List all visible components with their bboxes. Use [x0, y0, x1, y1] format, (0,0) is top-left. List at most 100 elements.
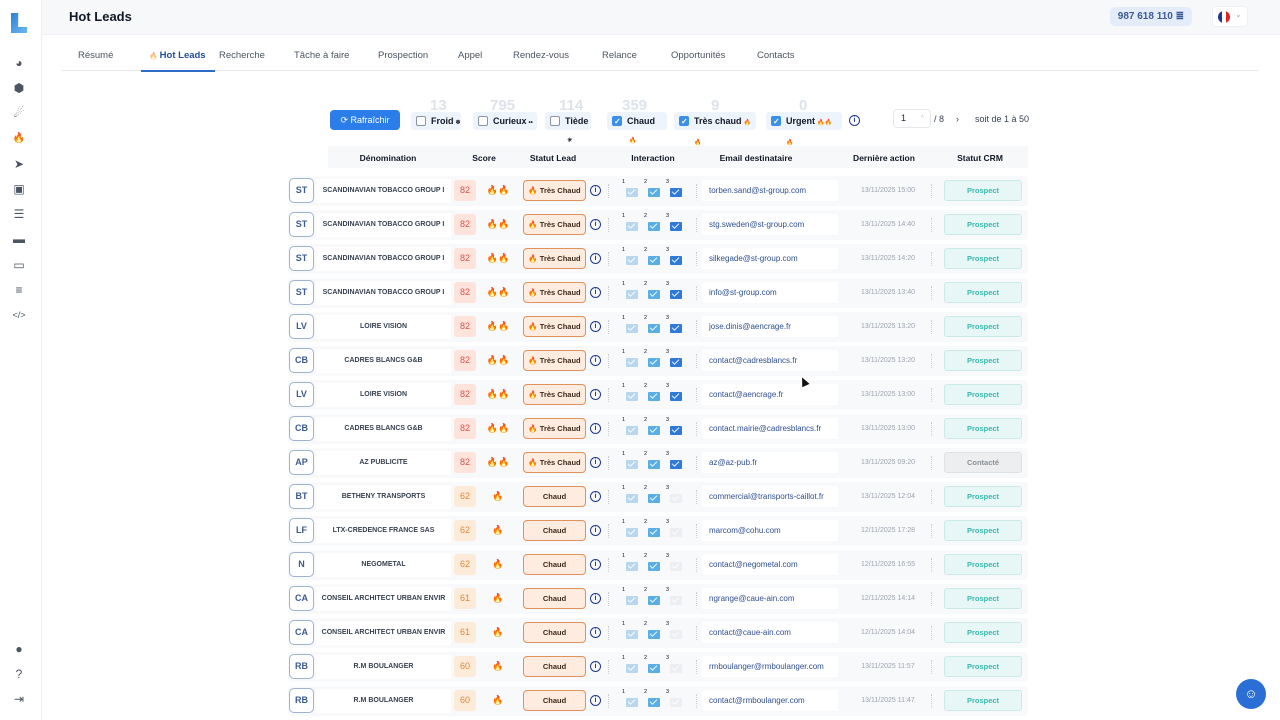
table-row[interactable]: CB CADRES BLANCS G&B 82 🔥🔥 🔥 Très Chaud i 1 2 3 c…: [288, 346, 1028, 376]
mail-1-icon[interactable]: [626, 188, 638, 197]
company-name[interactable]: NEGOMETAL: [316, 553, 451, 577]
mail-1-icon[interactable]: [626, 528, 638, 537]
mail-3-icon[interactable]: [670, 630, 682, 639]
info-icon[interactable]: i: [590, 457, 601, 468]
mail-2-icon[interactable]: [648, 358, 660, 367]
mail-2-icon[interactable]: [648, 256, 660, 265]
company-name[interactable]: R.M BOULANGER: [316, 689, 451, 713]
info-icon[interactable]: i: [590, 355, 601, 366]
mail-1-icon[interactable]: [626, 664, 638, 673]
crm-status-badge[interactable]: Contacté: [944, 452, 1022, 473]
filter-froid[interactable]: Froid ❄: [411, 112, 461, 130]
column-header[interactable]: Dénomination: [359, 153, 417, 163]
info-icon[interactable]: i: [590, 491, 601, 502]
crm-status-badge[interactable]: Prospect: [944, 180, 1022, 201]
mail-1-icon[interactable]: [626, 426, 638, 435]
email-link[interactable]: contact.mairie@cadresblancs.fr: [702, 418, 838, 439]
mail-3-icon[interactable]: [670, 426, 682, 435]
crm-status-badge[interactable]: Prospect: [944, 622, 1022, 643]
mail-2-icon[interactable]: [648, 562, 660, 571]
table-row[interactable]: CB CADRES BLANCS G&B 82 🔥🔥 🔥 Très Chaud i 1 2 3 c…: [288, 414, 1028, 444]
company-name[interactable]: AZ PUBLICITE: [316, 451, 451, 475]
column-header[interactable]: Statut CRM: [957, 153, 1003, 163]
mail-2-icon[interactable]: [648, 698, 660, 707]
email-link[interactable]: marcom@cohu.com: [702, 520, 838, 541]
checkbox[interactable]: [771, 113, 781, 131]
table-row[interactable]: N NEGOMETAL 62 🔥 Chaud i 1 2 3 contact@negometal.…: [288, 550, 1028, 580]
email-link[interactable]: ngrange@caue-ain.com: [702, 588, 838, 609]
email-link[interactable]: info@st-group.com: [702, 282, 838, 303]
mail-1-icon[interactable]: [626, 324, 638, 333]
email-link[interactable]: silkegade@st-group.com: [702, 248, 838, 269]
email-link[interactable]: az@az-pub.fr: [702, 452, 838, 473]
mail-3-icon[interactable]: [670, 358, 682, 367]
app-logo[interactable]: [11, 13, 27, 33]
filter-ti-de[interactable]: Tiède ☀: [545, 112, 591, 144]
tab-rendez-vous[interactable]: Rendez-vous: [513, 50, 569, 61]
tab-prospection[interactable]: Prospection: [378, 50, 428, 61]
mail-1-icon[interactable]: [626, 222, 638, 231]
mail-2-icon[interactable]: [648, 528, 660, 537]
filter-tr-s-chaud[interactable]: Très chaud🔥🔥: [674, 112, 756, 146]
table-row[interactable]: ST SCANDINAVIAN TOBACCO GROUP I 82 🔥🔥 🔥 Très…: [288, 278, 1028, 308]
company-name[interactable]: CADRES BLANCS G&B: [316, 417, 451, 441]
mail-2-icon[interactable]: [648, 222, 660, 231]
table-row[interactable]: ST SCANDINAVIAN TOBACCO GROUP I 82 🔥🔥 🔥 Très…: [288, 210, 1028, 240]
folder-icon[interactable]: ▬: [13, 232, 25, 247]
table-row[interactable]: LF LTX-CREDENCE FRANCE SAS 62 🔥 Chaud i 1 2 3 mar…: [288, 516, 1028, 546]
mail-3-icon[interactable]: [670, 222, 682, 231]
comet-icon[interactable]: ☄: [13, 106, 25, 121]
database-icon[interactable]: ☰: [13, 207, 25, 222]
crm-status-badge[interactable]: Prospect: [944, 350, 1022, 371]
table-row[interactable]: RB R.M BOULANGER 60 🔥 Chaud i 1 2 3 contact@rmbou…: [288, 686, 1028, 716]
linkedin-icon[interactable]: ▣: [13, 182, 25, 196]
table-row[interactable]: CA CONSEIL ARCHITECT URBAN ENVIR 61 🔥 Chaud i…: [288, 618, 1028, 648]
email-link[interactable]: jose.dinis@aencrage.fr: [702, 316, 838, 337]
mail-1-icon[interactable]: [626, 494, 638, 503]
column-header[interactable]: Statut Lead: [529, 153, 577, 163]
table-row[interactable]: RB R.M BOULANGER 60 🔥 Chaud i 1 2 3 rmboulanger@r…: [288, 652, 1028, 682]
company-name[interactable]: LOIRE VISION: [316, 315, 451, 339]
crm-status-badge[interactable]: Prospect: [944, 384, 1022, 405]
checkbox[interactable]: [550, 116, 560, 126]
info-icon[interactable]: i: [590, 661, 601, 672]
column-header[interactable]: Interaction: [631, 153, 675, 163]
send-icon[interactable]: ➤: [13, 156, 25, 171]
info-icon[interactable]: i: [590, 287, 601, 298]
crm-status-badge[interactable]: Prospect: [944, 282, 1022, 303]
mail-2-icon[interactable]: [648, 290, 660, 299]
crm-status-badge[interactable]: Prospect: [944, 690, 1022, 711]
email-link[interactable]: stg.sweden@st-group.com: [702, 214, 838, 235]
info-icon[interactable]: i: [590, 423, 601, 434]
mail-3-icon[interactable]: [670, 698, 682, 707]
company-name[interactable]: R.M BOULANGER: [316, 655, 451, 679]
table-row[interactable]: CA CONSEIL ARCHITECT URBAN ENVIR 61 🔥 Chaud i…: [288, 584, 1028, 614]
mail-2-icon[interactable]: [648, 426, 660, 435]
tab-relance[interactable]: Relance: [602, 50, 637, 61]
mail-1-icon[interactable]: [626, 562, 638, 571]
email-link[interactable]: commercial@transports-caillot.fr: [702, 486, 838, 507]
pie-chart-icon[interactable]: ◕: [15, 56, 23, 70]
crm-status-badge[interactable]: Prospect: [944, 214, 1022, 235]
card-icon[interactable]: ▭: [13, 257, 25, 272]
crm-status-badge[interactable]: Prospect: [944, 418, 1022, 439]
mail-1-icon[interactable]: [626, 392, 638, 401]
column-header[interactable]: Dernière action: [853, 153, 915, 163]
info-icon[interactable]: i: [590, 219, 601, 230]
refresh-button[interactable]: ⟳ Rafraîchir: [330, 110, 400, 130]
mail-3-icon[interactable]: [670, 256, 682, 265]
cube-icon[interactable]: ⬢: [13, 81, 25, 96]
mail-1-icon[interactable]: [626, 290, 638, 299]
info-icon[interactable]: i: [590, 627, 601, 638]
mail-2-icon[interactable]: [648, 664, 660, 673]
info-icon[interactable]: i: [590, 389, 601, 400]
mail-2-icon[interactable]: [648, 324, 660, 333]
info-icon[interactable]: i: [849, 115, 860, 126]
tab-recherche[interactable]: Recherche: [219, 50, 265, 61]
mail-2-icon[interactable]: [648, 630, 660, 639]
next-page-button[interactable]: ›: [956, 114, 959, 124]
table-row[interactable]: LV LOIRE VISION 82 🔥🔥 🔥 Très Chaud i 1 2 3 contac…: [288, 380, 1028, 410]
company-name[interactable]: LOIRE VISION: [316, 383, 451, 407]
table-row[interactable]: ST SCANDINAVIAN TOBACCO GROUP I 82 🔥🔥 🔥 Très…: [288, 244, 1028, 274]
tab-opportunit-s[interactable]: Opportunités: [671, 50, 725, 61]
